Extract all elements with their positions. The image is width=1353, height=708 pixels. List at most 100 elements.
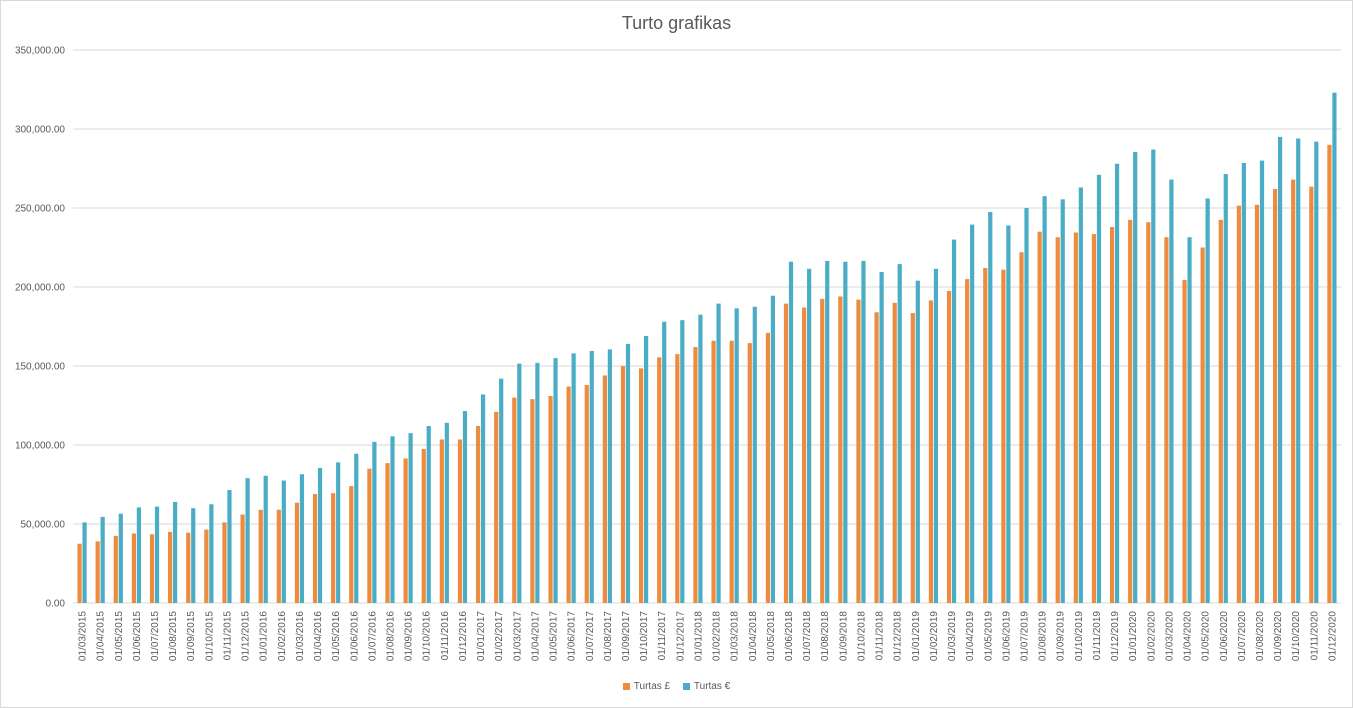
bar-series-2[interactable] xyxy=(752,306,757,603)
bar-series-1[interactable] xyxy=(131,533,136,603)
bar-series-2[interactable] xyxy=(517,363,522,603)
bar-series-2[interactable] xyxy=(1169,179,1174,603)
bar-series-2[interactable] xyxy=(82,522,87,603)
bar-series-2[interactable] xyxy=(1133,151,1138,603)
bar-series-1[interactable] xyxy=(711,340,716,603)
bar-series-1[interactable] xyxy=(475,426,481,603)
bar-series-1[interactable] xyxy=(910,313,915,603)
bar-series-2[interactable] xyxy=(1332,92,1337,603)
bar-series-1[interactable] xyxy=(639,368,644,603)
bar-series-2[interactable] xyxy=(915,280,920,603)
bar-series-2[interactable] xyxy=(988,211,993,603)
bar-series-1[interactable] xyxy=(1182,279,1187,603)
bar-series-2[interactable] xyxy=(1205,198,1210,603)
bar-series-2[interactable] xyxy=(354,453,359,603)
bar-series-1[interactable] xyxy=(675,354,680,603)
bar-series-1[interactable] xyxy=(1001,269,1006,603)
bar-series-1[interactable] xyxy=(874,312,879,603)
bar-series-2[interactable] xyxy=(209,504,214,603)
bar-series-1[interactable] xyxy=(928,300,934,603)
bar-series-1[interactable] xyxy=(1164,237,1169,604)
legend-item-series-1[interactable]: Turtas £ xyxy=(622,681,670,692)
bar-series-1[interactable] xyxy=(113,535,118,603)
bar-series-1[interactable] xyxy=(765,332,770,603)
bar-series-2[interactable] xyxy=(625,343,631,603)
bar-series-1[interactable] xyxy=(856,299,861,603)
bar-series-2[interactable] xyxy=(861,260,866,603)
bar-series-2[interactable] xyxy=(1060,199,1065,603)
bar-series-1[interactable] xyxy=(77,543,82,603)
bar-series-1[interactable] xyxy=(965,279,970,603)
bar-series-2[interactable] xyxy=(173,501,178,603)
bar-series-2[interactable] xyxy=(480,394,486,603)
bar-series-1[interactable] xyxy=(349,486,354,603)
bar-series-1[interactable] xyxy=(783,303,789,603)
bar-series-2[interactable] xyxy=(1296,138,1301,604)
bar-series-1[interactable] xyxy=(494,411,499,603)
bar-series-1[interactable] xyxy=(168,531,173,603)
bar-series-1[interactable] xyxy=(838,296,843,603)
bar-series-2[interactable] xyxy=(933,268,939,603)
bar-series-2[interactable] xyxy=(191,508,196,603)
bar-series-1[interactable] xyxy=(421,448,426,603)
bar-series-2[interactable] xyxy=(263,475,268,603)
bar-series-2[interactable] xyxy=(1223,174,1228,603)
bar-series-1[interactable] xyxy=(802,307,807,603)
bar-series-2[interactable] xyxy=(100,516,105,603)
bar-series-1[interactable] xyxy=(95,541,100,603)
bar-series-1[interactable] xyxy=(1019,252,1024,604)
bar-series-2[interactable] xyxy=(426,426,431,603)
bar-series-1[interactable] xyxy=(1091,234,1097,603)
bar-series-2[interactable] xyxy=(879,271,884,603)
bar-series-1[interactable] xyxy=(149,534,155,603)
bar-series-2[interactable] xyxy=(970,224,975,603)
bar-series-1[interactable] xyxy=(1254,204,1260,603)
bar-series-1[interactable] xyxy=(1073,232,1078,604)
bar-series-1[interactable] xyxy=(729,340,734,603)
bar-series-1[interactable] xyxy=(1128,219,1133,603)
bar-series-2[interactable] xyxy=(336,462,341,603)
bar-series-2[interactable] xyxy=(644,335,649,603)
bar-series-2[interactable] xyxy=(897,264,902,603)
bar-series-1[interactable] xyxy=(204,529,209,603)
bar-series-2[interactable] xyxy=(1006,225,1011,603)
bar-series-2[interactable] xyxy=(807,268,812,603)
bar-series-2[interactable] xyxy=(1042,196,1047,603)
bar-series-1[interactable] xyxy=(222,522,227,603)
bar-series-1[interactable] xyxy=(403,458,408,603)
bar-series-1[interactable] xyxy=(602,375,607,603)
bar-series-2[interactable] xyxy=(444,422,449,603)
bar-series-2[interactable] xyxy=(607,349,612,603)
bar-series-1[interactable] xyxy=(1200,247,1205,604)
bar-series-2[interactable] xyxy=(372,441,377,603)
bar-series-1[interactable] xyxy=(457,439,463,603)
bar-series-2[interactable] xyxy=(788,261,794,603)
bar-series-2[interactable] xyxy=(698,314,703,603)
bar-series-2[interactable] xyxy=(390,436,395,603)
bar-series-2[interactable] xyxy=(680,320,685,603)
bar-series-2[interactable] xyxy=(535,362,540,603)
bar-series-2[interactable] xyxy=(1259,160,1265,603)
bar-series-1[interactable] xyxy=(186,532,191,603)
bar-series-2[interactable] xyxy=(716,303,721,603)
bar-series-1[interactable] xyxy=(1109,226,1115,603)
bar-series-2[interactable] xyxy=(1187,237,1192,604)
bar-series-1[interactable] xyxy=(747,343,752,603)
bar-series-2[interactable] xyxy=(118,513,123,603)
bar-series-1[interactable] xyxy=(1273,189,1278,604)
bar-series-2[interactable] xyxy=(553,358,558,603)
bar-series-2[interactable] xyxy=(1078,187,1083,603)
bar-series-1[interactable] xyxy=(294,502,300,603)
bar-series-2[interactable] xyxy=(408,433,413,603)
bar-series-2[interactable] xyxy=(1024,208,1029,603)
bar-series-2[interactable] xyxy=(245,478,250,603)
bar-series-1[interactable] xyxy=(1037,231,1042,603)
bar-series-2[interactable] xyxy=(317,467,323,603)
bar-series-2[interactable] xyxy=(825,260,830,603)
bar-series-1[interactable] xyxy=(693,347,698,603)
bar-series-2[interactable] xyxy=(299,474,305,603)
bar-series-2[interactable] xyxy=(843,261,848,603)
bar-series-1[interactable] xyxy=(331,493,336,603)
bar-series-1[interactable] xyxy=(1291,179,1296,603)
bar-series-1[interactable] xyxy=(312,493,318,603)
